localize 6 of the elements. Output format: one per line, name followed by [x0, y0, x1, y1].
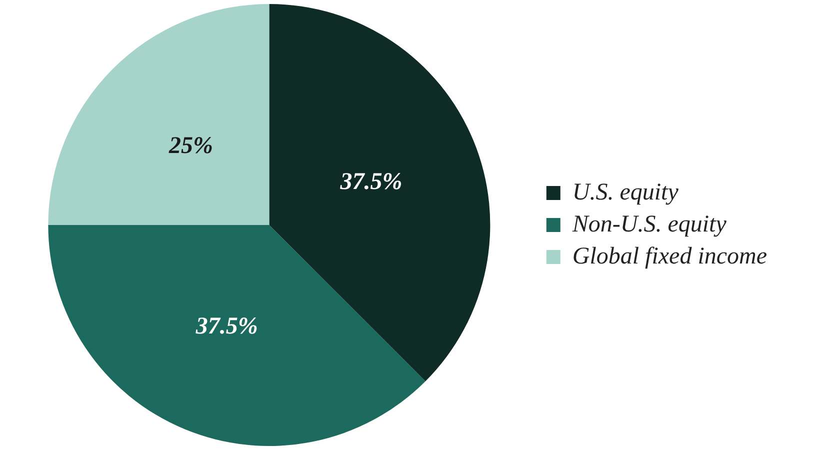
data-label: 25% [168, 133, 214, 160]
data-label: 37.5% [339, 168, 402, 195]
legend-label: Global fixed income [572, 243, 768, 270]
data-label: 37.5% [194, 313, 258, 340]
legend-label: U.S. equity [572, 179, 679, 206]
legend-label: Non-U.S. equity [571, 211, 727, 238]
